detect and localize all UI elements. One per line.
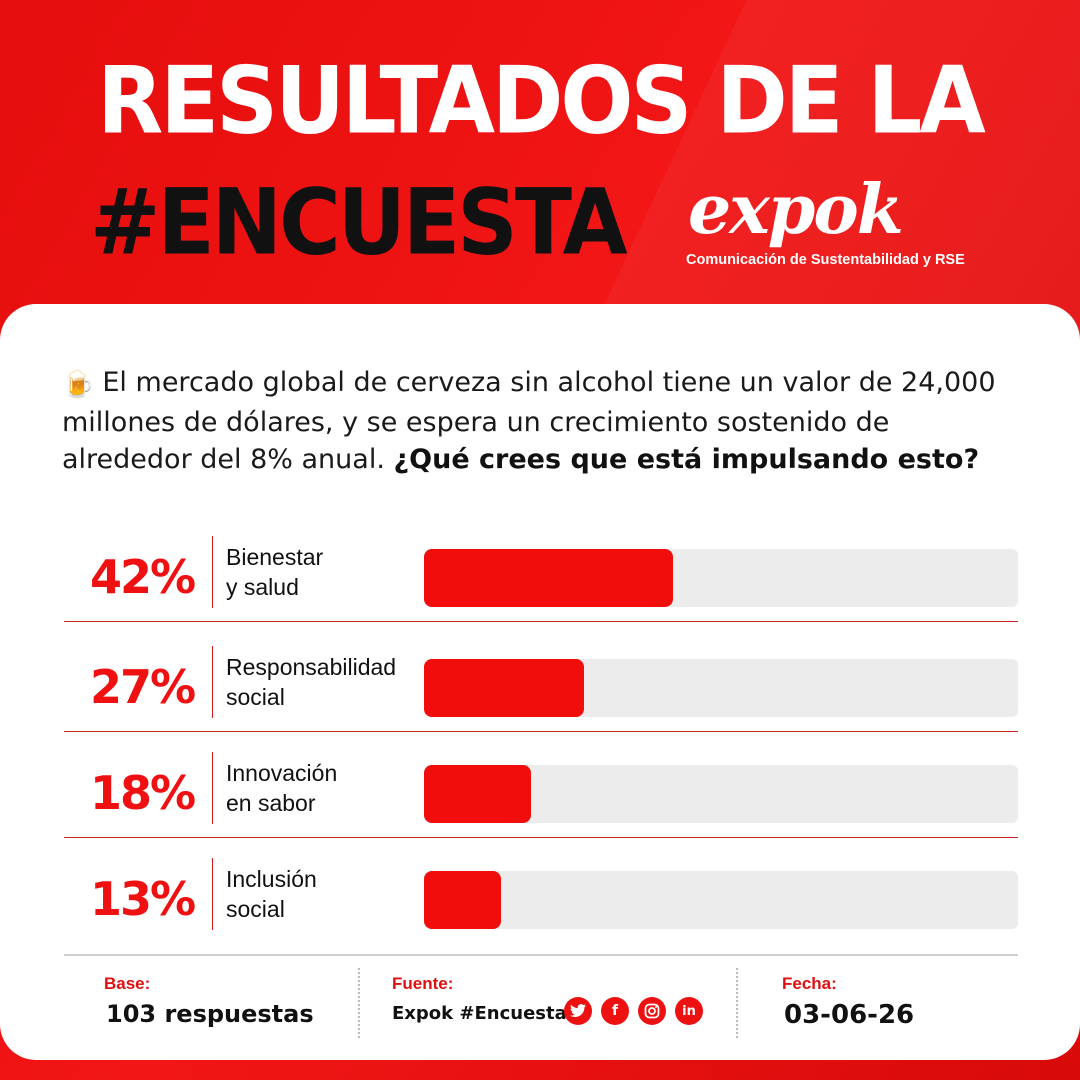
- date-label: Fecha:: [782, 974, 837, 993]
- percent-label: 13%: [90, 872, 196, 926]
- result-row: 27% Responsabilidad social: [64, 646, 1018, 742]
- percent-label: 42%: [90, 550, 196, 604]
- instagram-icon[interactable]: [638, 997, 666, 1025]
- facebook-icon[interactable]: f: [601, 997, 629, 1025]
- survey-question: 🍺 El mercado global de cerveza sin alcoho…: [62, 364, 1022, 478]
- row-divider: [212, 752, 213, 824]
- category-label: Inclusión social: [226, 866, 317, 922]
- row-divider: [212, 858, 213, 930]
- bar-track: [424, 659, 1018, 717]
- percent-label: 18%: [90, 766, 196, 820]
- source-value: Expok #Encuesta: [392, 1003, 567, 1024]
- bar: [424, 659, 584, 717]
- bar: [424, 765, 531, 823]
- title-line-2: #ENCUESTA: [90, 169, 628, 275]
- base-value: 103 respuestas: [106, 1000, 314, 1028]
- social-icons: f in: [564, 997, 703, 1025]
- footer-separator: [736, 968, 738, 1038]
- row-separator: [64, 621, 1018, 622]
- expok-logo: expok: [688, 170, 904, 250]
- bar-track: [424, 765, 1018, 823]
- source-label: Fuente:: [392, 974, 454, 993]
- category-label: Responsabilidad social: [226, 654, 397, 710]
- category-label: Bienestar y salud: [226, 544, 324, 600]
- twitter-icon[interactable]: [564, 997, 592, 1025]
- footer-separator: [358, 968, 360, 1038]
- logo-subtitle: Comunicación de Sustentabilidad y RSE: [686, 252, 965, 268]
- result-row: 42% Bienestar y salud: [64, 536, 1018, 632]
- question-text: El mercado global de cerveza sin alcohol…: [62, 367, 996, 475]
- row-separator: [64, 837, 1018, 838]
- footer-divider: [64, 954, 1018, 956]
- linkedin-icon[interactable]: in: [675, 997, 703, 1025]
- question-bold: ¿Qué crees que está impulsando esto?: [393, 444, 980, 475]
- percent-label: 27%: [90, 660, 196, 714]
- result-row: 18% Innovación en sabor: [64, 752, 1018, 848]
- beer-mug-icon: 🍺: [62, 370, 95, 400]
- title-line-1: RESULTADOS DE LA: [97, 46, 986, 155]
- bar: [424, 871, 501, 929]
- bar-track: [424, 549, 1018, 607]
- row-divider: [212, 536, 213, 608]
- row-divider: [212, 646, 213, 718]
- result-row: 13% Inclusión social: [64, 858, 1018, 954]
- row-separator: [64, 731, 1018, 732]
- bar: [424, 549, 673, 607]
- category-label: Innovación en sabor: [226, 760, 338, 816]
- date-value: 03-06-26: [784, 1000, 915, 1030]
- base-label: Base:: [104, 974, 151, 993]
- bar-track: [424, 871, 1018, 929]
